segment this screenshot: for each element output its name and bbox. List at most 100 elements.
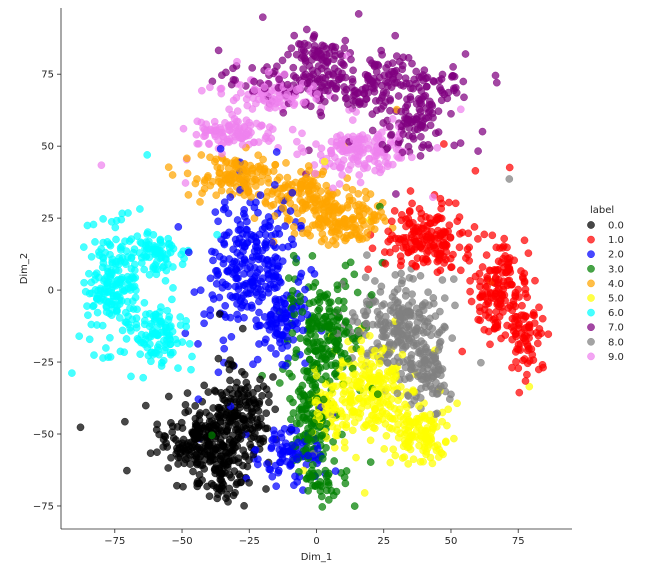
- scatter-point-7.0: [284, 50, 292, 59]
- scatter-point-0.0: [254, 407, 263, 415]
- scatter-point-4.0: [356, 231, 364, 240]
- x-axis-label: Dim_1: [301, 552, 333, 563]
- scatter-point-1.0: [456, 266, 465, 275]
- scatter-point-7.0: [416, 108, 425, 116]
- scatter-point-9.0: [337, 163, 345, 172]
- scatter-point-6.0: [157, 319, 166, 327]
- scatter-point-4.0: [271, 160, 280, 169]
- scatter-point-9.0: [335, 180, 344, 188]
- scatter-point-4.0: [354, 189, 363, 198]
- scatter-point-4.0: [283, 183, 292, 191]
- scatter-point-6.0: [122, 247, 131, 255]
- scatter-point-2.0: [219, 255, 228, 264]
- scatter-point-1.0: [474, 315, 483, 324]
- scatter-point-9.0: [287, 96, 296, 105]
- legend-marker: [587, 279, 595, 288]
- scatter-point-1.0: [512, 329, 520, 338]
- scatter-point-1.0: [525, 323, 534, 332]
- scatter-point-9.0: [311, 169, 320, 178]
- scatter-point-1.0: [508, 306, 517, 315]
- scatter-point-0.0: [225, 471, 234, 479]
- scatter-point-5.0: [403, 409, 412, 418]
- scatter-point-2.0: [200, 310, 208, 318]
- scatter-point-2.0: [297, 221, 305, 230]
- scatter-point-8.0: [436, 337, 445, 346]
- scatter-point-3.0: [316, 289, 324, 297]
- scatter-point-3.0: [322, 443, 330, 452]
- scatter-point-1.0: [500, 291, 509, 299]
- scatter-point-2.0: [272, 350, 280, 358]
- scatter-point-1.0: [482, 251, 491, 259]
- scatter-point-1.0: [466, 287, 474, 296]
- scatter-point-7.0: [450, 72, 459, 81]
- scatter-point-0.0: [191, 402, 199, 410]
- scatter-point-2.0: [174, 223, 183, 231]
- scatter-point-7.0: [303, 79, 312, 88]
- scatter-point-6.0: [68, 369, 76, 377]
- scatter-point-0.0: [159, 443, 167, 451]
- legend-label: 6.0: [608, 308, 624, 319]
- scatter-point-0.0: [164, 392, 173, 401]
- scatter-point-5.0: [397, 383, 405, 391]
- scatter-point-6.0: [149, 350, 157, 359]
- scatter-point-3.0: [324, 496, 333, 504]
- scatter-point-0.0: [200, 465, 208, 473]
- scatter-point-4.0: [211, 157, 219, 166]
- scatter-point-8.0: [355, 328, 363, 336]
- scatter-point-2.0: [190, 288, 199, 296]
- scatter-point-3.0: [298, 381, 307, 390]
- scatter-point-5.0: [357, 336, 366, 345]
- scatter-point-8.0: [436, 382, 445, 391]
- scatter-point-4.0: [381, 217, 390, 225]
- scatter-point-9.0: [280, 70, 289, 78]
- scatter-point-5.0: [394, 396, 402, 405]
- scatter-point-2.0: [194, 340, 202, 348]
- scatter-point-8.0: [445, 395, 454, 403]
- scatter-point-5.0: [320, 157, 329, 166]
- scatter-point-9.0: [192, 130, 201, 139]
- scatter-point-1.0: [508, 280, 516, 289]
- scatter-point-8.0: [428, 351, 437, 359]
- scatter-point-8.0: [477, 358, 485, 367]
- scatter-point-0.0: [189, 467, 197, 476]
- scatter-point-7.0: [429, 77, 438, 85]
- scatter-point-6.0: [90, 351, 98, 359]
- scatter-point-0.0: [193, 445, 201, 454]
- scatter-point-9.0: [236, 89, 245, 97]
- scatter-point-7.0: [329, 79, 338, 88]
- scatter-point-6.0: [141, 335, 150, 344]
- scatter-point-8.0: [373, 320, 382, 329]
- scatter-point-0.0: [222, 421, 230, 430]
- scatter-point-5.0: [357, 347, 365, 356]
- scatter-point-7.0: [302, 25, 311, 34]
- scatter-point-8.0: [402, 332, 411, 340]
- scatter-point-2.0: [213, 267, 221, 275]
- scatter-point-1.0: [499, 243, 507, 252]
- scatter-point-7.0: [406, 93, 415, 101]
- scatter-point-2.0: [268, 259, 277, 267]
- scatter-point-3.0: [296, 334, 305, 343]
- scatter-point-7.0: [459, 77, 468, 86]
- scatter-point-0.0: [245, 478, 253, 487]
- scatter-point-7.0: [295, 40, 303, 48]
- scatter-point-3.0: [339, 297, 348, 306]
- scatter-point-1.0: [442, 241, 451, 249]
- scatter-point-4.0: [318, 230, 327, 238]
- legend-marker: [587, 235, 595, 244]
- scatter-point-2.0: [307, 265, 316, 274]
- scatter-point-0.0: [263, 424, 272, 433]
- scatter-point-7.0: [214, 46, 223, 55]
- scatter-point-2.0: [304, 451, 312, 460]
- scatter-point-9.0: [181, 179, 190, 187]
- scatter-point-3.0: [349, 334, 357, 343]
- scatter-point-2.0: [211, 208, 220, 216]
- scatter-point-9.0: [288, 125, 297, 134]
- scatter-point-0.0: [211, 445, 219, 454]
- scatter-point-2.0: [293, 478, 302, 486]
- scatter-point-2.0: [224, 267, 232, 276]
- scatter-point-7.0: [381, 98, 390, 106]
- scatter-point-6.0: [100, 275, 109, 283]
- scatter-point-5.0: [375, 359, 384, 368]
- scatter-point-6.0: [122, 335, 131, 343]
- scatter-point-9.0: [352, 108, 360, 116]
